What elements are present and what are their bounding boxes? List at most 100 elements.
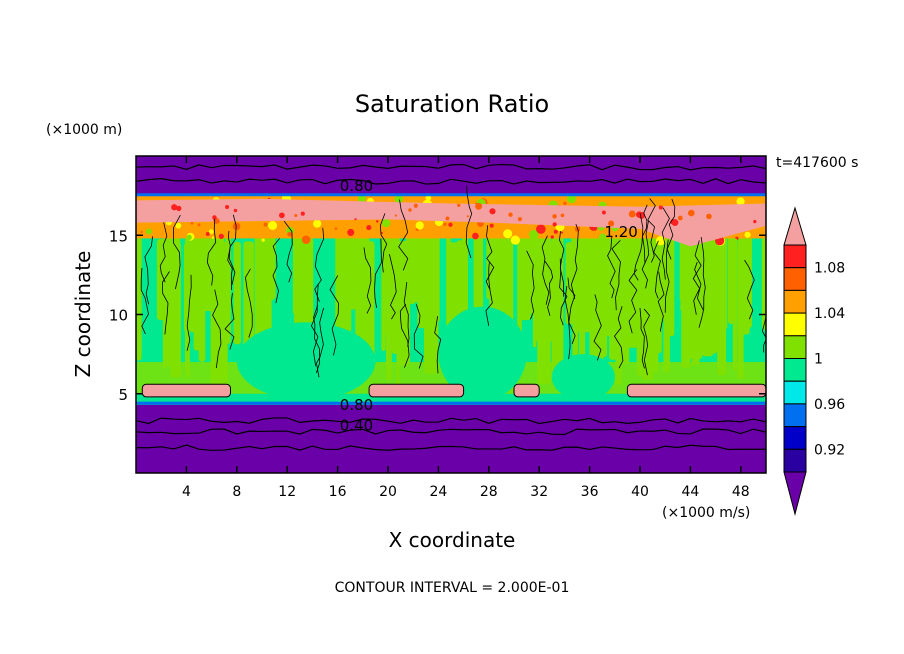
colorbar-label: 1.04: [814, 306, 845, 322]
contour-line: [272, 238, 280, 304]
contour-line: [379, 213, 388, 273]
field-streak: [761, 238, 766, 330]
colorbar-swatch: [783, 244, 807, 269]
contour-line: [224, 292, 235, 350]
field-streak: [728, 222, 735, 303]
field-streak: [233, 241, 241, 345]
y-tick-label: 10: [109, 307, 128, 325]
field-speck: [357, 194, 366, 203]
contour-line: [399, 303, 410, 368]
field-streak: [165, 229, 179, 318]
contour-line: [136, 417, 766, 425]
field-speck: [197, 223, 201, 227]
contour-labels: 0.80 1.20 0.80 0.40: [340, 177, 638, 434]
x-tick-label: 20: [379, 484, 397, 500]
contour-line: [661, 207, 670, 280]
colorbar-swatch: [783, 358, 807, 382]
contour-line: [140, 268, 149, 335]
field-speck: [472, 232, 479, 240]
field-streak: [396, 241, 411, 366]
field-speck: [205, 232, 210, 236]
field-speck: [175, 222, 182, 229]
field-speck: [677, 215, 683, 221]
colorbar-label: 0.96: [814, 397, 845, 413]
field-streak: [473, 232, 484, 310]
plot-field: [136, 156, 766, 473]
field-lens: [368, 383, 465, 398]
contour-line: [186, 274, 192, 351]
field-speck: [475, 202, 483, 210]
field-streak: [411, 231, 427, 303]
contour-line: [162, 271, 170, 335]
contour-line: [403, 281, 410, 347]
contour-line: [313, 305, 321, 374]
colorbar-top-arrow: [783, 206, 807, 246]
colorbar-swatch: [783, 403, 807, 428]
field-speck: [671, 219, 679, 227]
contour-line: [398, 199, 409, 271]
contour-line: [633, 213, 644, 281]
contour-line: [642, 204, 648, 264]
field-streak: [679, 227, 687, 301]
footer-contour-interval: CONTOUR INTERVAL = 2.000E-01: [335, 580, 570, 596]
field-speck: [517, 217, 522, 222]
field-streak: [551, 232, 564, 380]
colorbar-swatch: [783, 267, 807, 291]
contour-line: [434, 316, 442, 374]
field-speck: [443, 222, 447, 227]
field-speck: [733, 238, 738, 242]
contour-line: [485, 262, 493, 326]
x-tick-label: 16: [329, 484, 347, 500]
colorbar-swatch: [783, 380, 807, 405]
field-streak: [745, 236, 749, 300]
contour-line: [700, 237, 706, 310]
field-streak: [565, 242, 580, 325]
field-speck: [294, 213, 298, 218]
x-tick-label: 44: [681, 484, 699, 500]
contour-line: [283, 220, 293, 283]
field-speck: [529, 229, 539, 240]
field-speck: [553, 229, 558, 234]
colorbar-swatch: [783, 312, 807, 337]
contour-line: [136, 444, 766, 451]
field-speck: [233, 208, 238, 213]
contour-line: [564, 286, 571, 360]
contour-label: 0.40: [340, 416, 373, 434]
field-streak: [335, 228, 346, 336]
field-streak: [625, 238, 637, 316]
field-streak: [243, 241, 254, 363]
field-speck: [744, 231, 751, 238]
field-speck: [394, 214, 397, 217]
field-streak: [292, 222, 300, 315]
field-speck: [381, 218, 391, 228]
field-patch: [236, 322, 376, 401]
field-streak: [201, 235, 215, 312]
field-speck: [268, 221, 278, 230]
field-speck: [552, 214, 557, 219]
field-speck: [225, 205, 230, 210]
contour-line: [628, 269, 638, 334]
y-tick-label: 15: [109, 227, 128, 245]
field-boundary-upper: [136, 193, 766, 197]
contour-line: [593, 294, 602, 361]
field-speck: [567, 194, 577, 204]
field-streak: [446, 222, 451, 327]
field-layer-supersaturated: [136, 198, 766, 247]
y-axis: 5 10 15: [109, 227, 766, 404]
field-boundary-lower: [136, 401, 766, 405]
colorbar-swatch: [783, 335, 807, 359]
field-speck: [608, 220, 615, 227]
field-speck: [706, 213, 712, 220]
field-streak: [712, 224, 725, 331]
contour-line: [692, 240, 702, 315]
contour-line: [144, 236, 153, 305]
field-speck: [563, 201, 567, 206]
colorbar-swatch: [783, 448, 807, 473]
field-speck: [552, 222, 557, 227]
field-speck: [510, 235, 520, 245]
x-tick-label: 48: [732, 484, 750, 500]
contour-line: [245, 268, 253, 338]
field-speck: [171, 204, 178, 211]
field-streak: [384, 238, 391, 335]
x-axis-label: X coordinate: [389, 528, 516, 552]
